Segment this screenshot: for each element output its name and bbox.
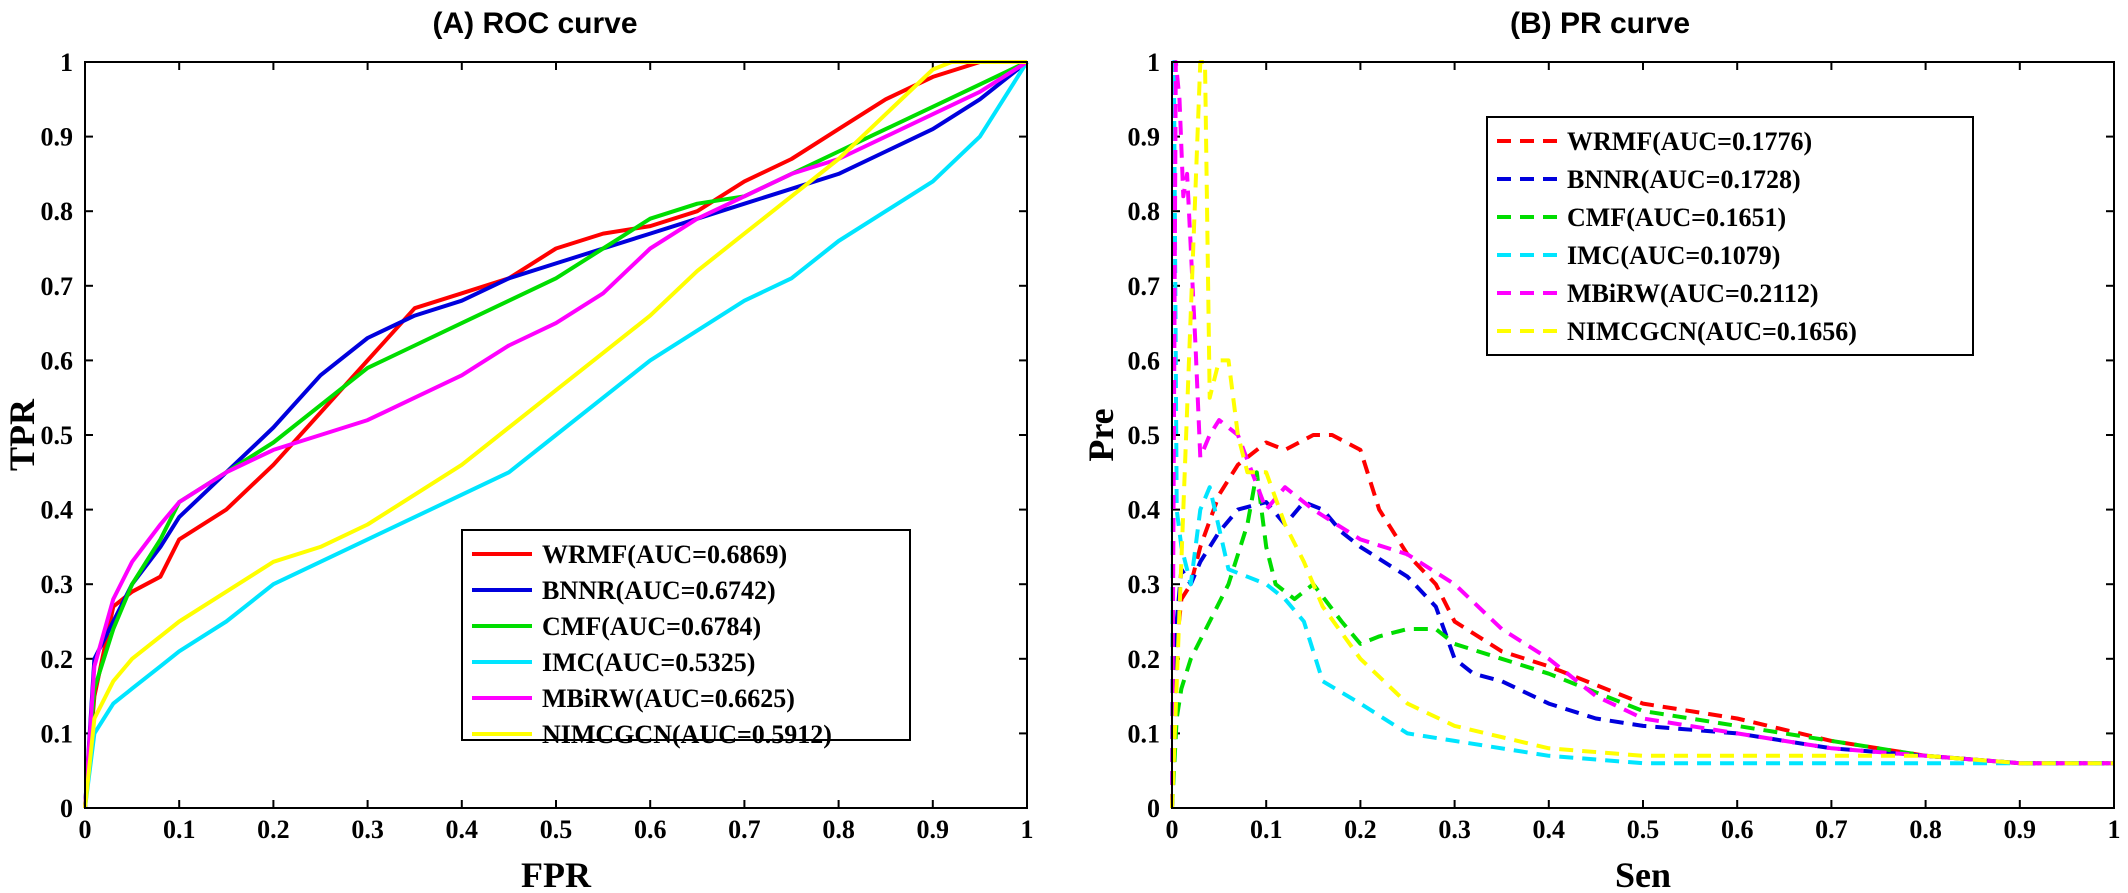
pr-x-tick-label: 0.6: [1721, 815, 1754, 844]
pr-x-tick-label: 0.4: [1533, 815, 1566, 844]
roc-title: (A) ROC curve: [432, 7, 637, 40]
pr-y-axis-label: Pre: [1081, 408, 1121, 461]
pr-y-tick-label: 0.2: [1128, 645, 1161, 674]
roc-x-tick-label: 0.3: [351, 815, 384, 844]
pr-series-line-1: [1170, 433, 2114, 809]
roc-y-tick-label: 0.2: [41, 645, 74, 674]
roc-y-tick-label: 0.1: [41, 719, 74, 748]
roc-y-tick-label: 0.4: [41, 496, 74, 525]
roc-x-tick-label: 0.7: [728, 815, 761, 844]
roc-x-tick-label: 0.9: [917, 815, 950, 844]
roc-y-tick-label: 0.5: [41, 421, 74, 450]
pr-plot-frame: [1171, 61, 2115, 809]
pr-x-tick-label: 1: [2108, 815, 2121, 844]
pr-x-tick-label: 0.5: [1627, 815, 1660, 844]
pr-legend-label-6: NIMCGCN(AUC=0.1656): [1567, 317, 1857, 346]
pr-legend-box: [1486, 116, 1974, 356]
roc-y-tick-label: 0.3: [41, 570, 74, 599]
roc-x-tick-label: 0.1: [163, 815, 196, 844]
pr-legend: WRMF(AUC=0.1776) BNNR(AUC=0.1728) CMF(AUC=…: [1486, 116, 1974, 356]
roc-legend-label-5: MBiRW(AUC=0.6625): [542, 684, 795, 713]
roc-series-line-6: [83, 60, 1027, 809]
roc-x-tick-label: 0: [79, 815, 92, 844]
pr-ticks: 0 0.1 0.2 0.3 0.4 0.5 0.6 0.7 0.8 0.9 1 0 0.1 0.2 0.3 0…: [1128, 48, 2121, 844]
pr-x-tick-label: 0.2: [1344, 815, 1377, 844]
pr-series-line-2: [1170, 500, 2114, 809]
pr-x-tick-label: 0.7: [1815, 815, 1848, 844]
roc-legend-box: [461, 529, 911, 741]
roc-panel: (A) ROC curve 0 0.1 0.2 0.3 0.4 0.5 0.6 0.7 0.8 0…: [2, 7, 1034, 893]
pr-x-tick-label: 0.8: [1909, 815, 1942, 844]
pr-legend-label-1: WRMF(AUC=0.1776): [1567, 127, 1812, 156]
pr-x-axis-label: Sen: [1615, 855, 1671, 893]
pr-y-tick-label: 0: [1147, 794, 1160, 823]
pr-legend-label-3: CMF(AUC=0.1651): [1567, 203, 1786, 232]
roc-series-line-2: [83, 60, 1029, 809]
roc-series-line-4: [83, 60, 1029, 809]
pr-y-tick-label: 0.5: [1128, 421, 1161, 450]
roc-x-tick-label: 0.5: [540, 815, 573, 844]
roc-x-axis-label: FPR: [521, 855, 592, 893]
roc-legend: WRMF(AUC=0.6869) BNNR(AUC=0.6742) CMF(AUC=…: [461, 529, 911, 749]
pr-x-tick-label: 0.3: [1438, 815, 1471, 844]
pr-series-line-6: [1170, 60, 2114, 809]
pr-series-line-5: [1170, 60, 2114, 809]
pr-y-tick-label: 0.6: [1128, 346, 1161, 375]
pr-y-tick-label: 0.3: [1128, 570, 1161, 599]
pr-y-tick-label: 1: [1147, 48, 1160, 77]
pr-title: (B) PR curve: [1510, 7, 1690, 40]
roc-series-line-3: [83, 60, 1028, 809]
pr-series-line-3: [1170, 470, 2114, 809]
roc-series-line-5: [83, 60, 1029, 809]
roc-legend-label-4: IMC(AUC=0.5325): [542, 648, 755, 677]
roc-legend-label-6: NIMCGCN(AUC=0.5912): [542, 720, 832, 749]
pr-y-tick-label: 0.4: [1128, 496, 1161, 525]
roc-y-tick-label: 0.8: [41, 197, 74, 226]
roc-y-tick-label: 0.6: [41, 346, 74, 375]
pr-curves: [1170, 60, 2114, 809]
pr-x-tick-label: 0: [1166, 815, 1179, 844]
pr-x-tick-label: 0.1: [1250, 815, 1283, 844]
pr-x-tick-label: 0.9: [2004, 815, 2037, 844]
roc-ticks: 0 0.1 0.2 0.3 0.4 0.5 0.6 0.7 0.8 0.9 1 0 0.1 0.2 0.3 0…: [41, 48, 1034, 844]
roc-x-tick-label: 0.2: [257, 815, 290, 844]
pr-series-line-4: [1170, 60, 2114, 809]
pr-y-tick-label: 0.7: [1128, 272, 1161, 301]
pr-y-tick-label: 0.9: [1128, 123, 1161, 152]
pr-legend-label-2: BNNR(AUC=0.1728): [1567, 165, 1801, 194]
roc-series-line-1: [83, 60, 1027, 809]
roc-x-tick-label: 1: [1021, 815, 1034, 844]
pr-legend-label-5: MBiRW(AUC=0.2112): [1567, 279, 1819, 308]
roc-plot-frame: [84, 61, 1028, 809]
roc-curves: [83, 60, 1029, 809]
roc-x-tick-label: 0.6: [634, 815, 667, 844]
roc-y-axis-label: TPR: [2, 398, 42, 471]
roc-legend-label-2: BNNR(AUC=0.6742): [542, 576, 776, 605]
roc-x-tick-label: 0.4: [446, 815, 479, 844]
roc-legend-label-3: CMF(AUC=0.6784): [542, 612, 761, 641]
pr-legend-label-4: IMC(AUC=0.1079): [1567, 241, 1780, 270]
pr-panel: (B) PR curve 0 0.1 0.2 0.3 0.4 0.5 0.6 0.7 0.8 0.…: [1081, 7, 2121, 893]
roc-y-tick-label: 0.7: [41, 272, 74, 301]
roc-y-tick-label: 1: [60, 48, 73, 77]
roc-x-tick-label: 0.8: [822, 815, 855, 844]
roc-legend-label-1: WRMF(AUC=0.6869): [542, 540, 787, 569]
roc-y-tick-label: 0.9: [41, 123, 74, 152]
roc-y-tick-label: 0: [60, 794, 73, 823]
pr-y-tick-label: 0.8: [1128, 197, 1161, 226]
pr-y-tick-label: 0.1: [1128, 719, 1161, 748]
